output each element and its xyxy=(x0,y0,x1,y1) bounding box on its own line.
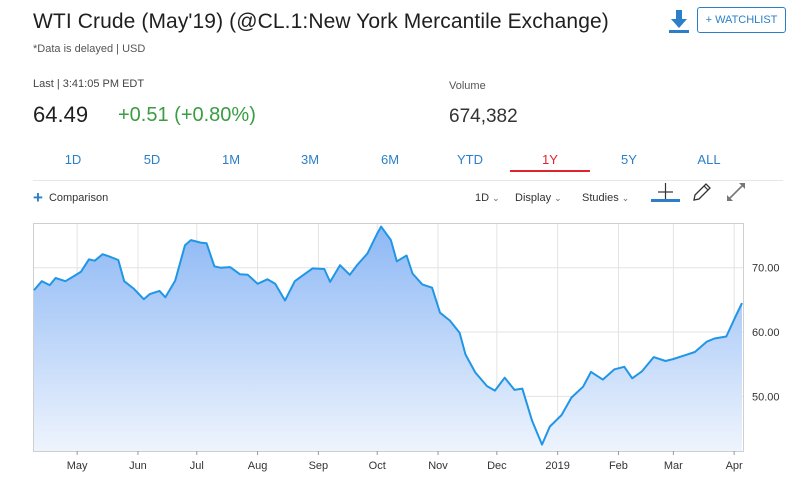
x-tick-label: 2019 xyxy=(545,460,569,472)
x-tick-label: Nov xyxy=(428,460,448,472)
tab-5d[interactable]: 5D xyxy=(143,152,161,167)
pencil-icon[interactable] xyxy=(688,182,718,204)
x-tick-label: Feb xyxy=(609,460,628,472)
y-tick-label: 50.00 xyxy=(752,391,780,403)
time-range-tabs: 1D 5D 1M 3M 6M YTD 1Y 5Y ALL xyxy=(33,150,783,172)
chevron-down-icon: ⌄ xyxy=(492,193,500,203)
volume-value: 674,382 xyxy=(449,106,518,127)
add-to-watchlist-button[interactable]: + WATCHLIST xyxy=(697,7,786,33)
chevron-down-icon: ⌄ xyxy=(621,193,630,203)
studies-label: Studies xyxy=(582,192,619,204)
interval-dropdown[interactable]: 1D ⌄ xyxy=(475,192,500,204)
tab-1y[interactable]: 1Y xyxy=(510,150,590,172)
x-tick-label: Jun xyxy=(129,460,147,472)
y-tick-label: 60.00 xyxy=(752,327,780,339)
plus-icon: + xyxy=(33,188,43,207)
last-trade-time: Last | 3:41:05 PM EDT xyxy=(33,78,145,90)
volume-label: Volume xyxy=(449,80,486,92)
comparison-button[interactable]: + Comparison xyxy=(33,188,109,207)
tab-1d[interactable]: 1D xyxy=(64,152,82,167)
tab-6m[interactable]: 6M xyxy=(380,152,400,167)
expand-icon[interactable] xyxy=(722,182,752,204)
tab-all[interactable]: ALL xyxy=(697,152,721,167)
interval-label: 1D xyxy=(475,192,490,204)
x-tick-label: Sep xyxy=(309,460,329,472)
x-tick-label: Mar xyxy=(664,460,683,472)
y-tick-label: 70.00 xyxy=(752,263,780,275)
tab-5y[interactable]: 5Y xyxy=(621,152,637,167)
x-tick-label: Jul xyxy=(190,460,204,472)
studies-dropdown[interactable]: Studies ⌄ xyxy=(582,192,629,204)
display-dropdown[interactable]: Display ⌄ xyxy=(515,192,562,204)
x-tick-label: Oct xyxy=(369,460,386,472)
chevron-down-icon: ⌄ xyxy=(554,193,562,203)
last-price: 64.49 xyxy=(33,102,89,127)
x-tick-label: Dec xyxy=(487,460,507,472)
download-icon[interactable] xyxy=(668,9,690,33)
price-change: +0.51 (+0.80%) xyxy=(118,104,256,126)
display-label: Display xyxy=(515,192,552,204)
comparison-label: Comparison xyxy=(48,192,109,204)
x-tick-label: May xyxy=(67,460,88,472)
data-delay-note: *Data is delayed | USD xyxy=(33,43,146,55)
toolbar-divider xyxy=(33,180,783,181)
price-area-fill xyxy=(34,226,742,451)
x-tick-label: Apr xyxy=(726,460,743,472)
tab-3m[interactable]: 3M xyxy=(300,152,320,167)
crosshair-icon[interactable] xyxy=(651,182,681,204)
x-tick-label: Aug xyxy=(248,460,268,472)
active-tool-indicator xyxy=(651,199,680,202)
page-title: WTI Crude (May'19) (@CL.1:New York Merca… xyxy=(33,10,609,33)
price-line xyxy=(33,225,743,446)
tab-1m[interactable]: 1M xyxy=(221,152,241,167)
tab-ytd[interactable]: YTD xyxy=(457,152,483,167)
